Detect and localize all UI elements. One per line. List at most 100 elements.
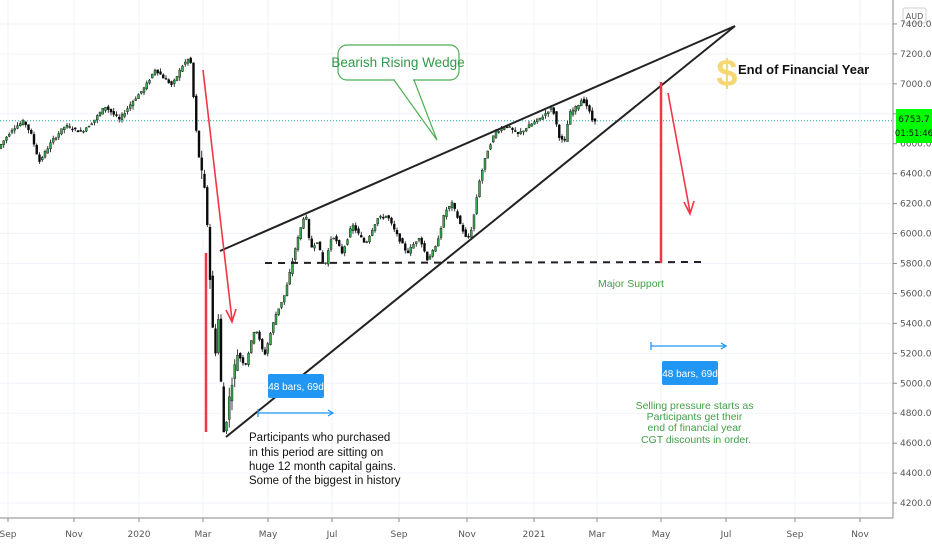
candle[interactable] [310, 235, 313, 248]
candle[interactable] [574, 105, 577, 115]
candle[interactable] [439, 226, 443, 240]
candle[interactable] [145, 80, 148, 91]
candle[interactable] [54, 136, 58, 141]
candle[interactable] [137, 93, 140, 99]
candle[interactable] [181, 64, 184, 73]
candle[interactable] [426, 251, 429, 261]
candle[interactable] [43, 149, 47, 159]
candle[interactable] [5, 136, 8, 144]
candle[interactable] [126, 105, 129, 115]
candle[interactable] [434, 245, 437, 252]
candle[interactable] [442, 214, 445, 228]
candle[interactable] [258, 330, 261, 342]
candle[interactable] [316, 242, 319, 245]
bars-badge-right[interactable] [662, 361, 718, 385]
candle[interactable] [38, 152, 41, 164]
candle[interactable] [585, 97, 588, 110]
candle[interactable] [214, 324, 217, 357]
candle[interactable] [52, 135, 55, 145]
candle[interactable] [541, 114, 544, 120]
candle[interactable] [184, 59, 187, 67]
candle[interactable] [538, 117, 542, 122]
candle[interactable] [142, 86, 146, 96]
candle[interactable] [0, 143, 3, 150]
candle[interactable] [536, 118, 539, 124]
candle[interactable] [71, 126, 74, 133]
candle[interactable] [362, 236, 366, 243]
candle[interactable] [313, 242, 316, 252]
candle[interactable] [252, 331, 256, 345]
time-axis[interactable]: Sep Nov 2020 Mar May Jul Sep Nov 2021 Mar May Jul Se… [0, 517, 893, 540]
candle[interactable] [98, 111, 102, 117]
candle[interactable] [277, 308, 280, 317]
support-line[interactable] [264, 261, 707, 264]
wedge-upper-trendline[interactable] [219, 25, 736, 252]
candle[interactable] [481, 168, 484, 184]
candle[interactable] [533, 119, 536, 125]
candle[interactable] [437, 235, 440, 247]
candle[interactable] [464, 227, 467, 238]
candle[interactable] [148, 78, 151, 85]
candle[interactable] [104, 106, 107, 113]
candle[interactable] [470, 226, 473, 239]
candle[interactable] [159, 68, 162, 75]
candle[interactable] [140, 91, 143, 95]
candle[interactable] [115, 111, 118, 118]
candle[interactable] [445, 207, 448, 220]
candle[interactable] [453, 202, 456, 212]
candle[interactable] [489, 143, 492, 151]
candle[interactable] [76, 130, 80, 133]
candle[interactable] [365, 240, 368, 244]
candle[interactable] [354, 222, 357, 234]
candle[interactable] [456, 209, 459, 219]
candle[interactable] [164, 75, 168, 80]
candle[interactable] [527, 121, 531, 129]
candle[interactable] [239, 352, 242, 362]
candle[interactable] [580, 98, 583, 107]
candle[interactable] [338, 239, 341, 247]
candle[interactable] [236, 349, 239, 372]
candle[interactable] [65, 123, 69, 129]
candle[interactable] [371, 227, 374, 237]
candle[interactable] [591, 107, 594, 123]
candle[interactable] [151, 73, 154, 79]
candle[interactable] [459, 214, 462, 225]
candle[interactable] [478, 179, 481, 198]
candle[interactable] [448, 205, 451, 212]
candle[interactable] [335, 234, 338, 244]
candle[interactable] [406, 247, 410, 254]
candle[interactable] [109, 108, 113, 116]
candle[interactable] [384, 215, 388, 219]
candle[interactable] [162, 73, 165, 79]
price-axis[interactable]: AUD 4200.0 4400.0 4600.0 4800.0 5000.0 5200.0… [892, 0, 932, 518]
candle[interactable] [79, 127, 82, 132]
candle[interactable] [324, 262, 327, 265]
candle[interactable] [263, 346, 267, 356]
candle[interactable] [21, 118, 25, 126]
candle[interactable] [211, 270, 214, 328]
candle[interactable] [123, 109, 126, 119]
candle[interactable] [167, 78, 170, 84]
candle[interactable] [305, 214, 308, 221]
candle[interactable] [156, 69, 159, 76]
candle[interactable] [395, 227, 399, 237]
candle[interactable] [208, 223, 212, 289]
candle[interactable] [472, 214, 476, 232]
candle[interactable] [233, 359, 236, 388]
candle[interactable] [247, 351, 250, 367]
candle[interactable] [544, 109, 547, 119]
candle[interactable] [134, 96, 137, 102]
candle[interactable] [566, 120, 569, 142]
candle[interactable] [415, 241, 418, 247]
candle[interactable] [178, 67, 181, 81]
candle[interactable] [225, 421, 228, 434]
candle[interactable] [68, 123, 71, 129]
candle[interactable] [195, 94, 198, 133]
candle[interactable] [461, 222, 465, 234]
candle[interactable] [563, 136, 566, 143]
candle[interactable] [129, 101, 132, 112]
candle[interactable] [197, 130, 201, 158]
candle[interactable] [558, 124, 561, 141]
candle[interactable] [393, 220, 396, 232]
